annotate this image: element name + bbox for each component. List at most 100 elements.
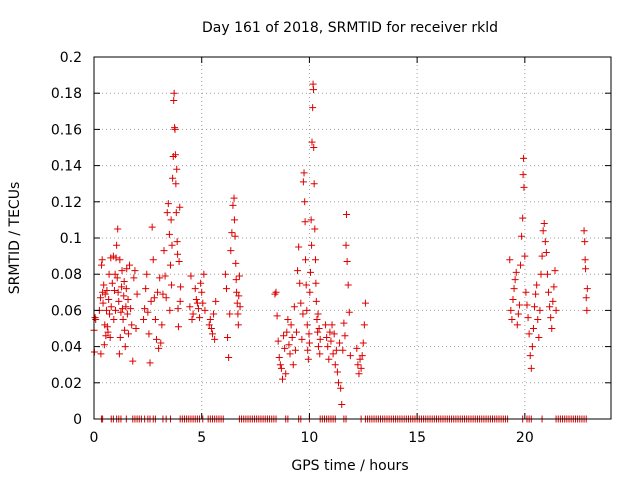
data-point [168, 281, 176, 289]
x-tick-label: 10 [301, 430, 319, 446]
data-point [233, 299, 241, 307]
data-point [230, 194, 238, 202]
data-point [211, 335, 219, 343]
data-point [546, 303, 554, 311]
data-point [114, 288, 122, 296]
data-point [308, 241, 316, 249]
data-point [361, 299, 369, 307]
data-point [159, 290, 167, 298]
tick-marks [93, 56, 611, 420]
data-point [328, 321, 336, 329]
data-point [514, 310, 522, 318]
x-tick-labels: 0 5 10 15 20 [90, 430, 534, 446]
data-point [547, 314, 555, 322]
data-point [536, 306, 544, 314]
data-point [580, 227, 588, 235]
data-point [232, 276, 240, 284]
data-point [282, 370, 290, 378]
data-point [170, 96, 178, 104]
data-point [169, 174, 177, 182]
data-point [196, 314, 204, 322]
data-point [158, 321, 166, 329]
data-point [342, 241, 350, 249]
y-tick-label: 0.16 [51, 122, 82, 138]
data-point [312, 297, 320, 305]
data-point [308, 138, 316, 146]
data-point [275, 353, 283, 361]
data-point [288, 334, 296, 342]
data-point [300, 169, 308, 177]
data-point [225, 353, 233, 361]
data-point [148, 223, 156, 231]
data-point [519, 214, 527, 222]
y-tick-label: 0.14 [51, 159, 82, 175]
data-point [540, 220, 548, 228]
data-point [303, 306, 311, 314]
data-point [340, 319, 348, 327]
data-point [123, 265, 131, 273]
data-point [545, 288, 553, 296]
data-point [278, 375, 286, 383]
data-point [583, 306, 591, 314]
data-point [527, 364, 535, 372]
data-point [235, 272, 243, 280]
data-point [142, 285, 150, 293]
data-point [326, 328, 334, 336]
data-point [517, 261, 525, 269]
data-point [306, 288, 314, 296]
data-point [122, 285, 130, 293]
data-point [583, 285, 591, 293]
data-point [106, 310, 114, 318]
data-point [105, 296, 113, 304]
data-point [507, 306, 515, 314]
data-point [199, 299, 207, 307]
data-point [117, 308, 125, 316]
data-point [523, 301, 531, 309]
gridlines [94, 57, 611, 419]
data-point [311, 256, 319, 264]
y-tick-label: 0.2 [60, 50, 82, 66]
data-point [98, 256, 106, 264]
data-point [302, 256, 310, 264]
data-point [290, 303, 298, 311]
data-point [334, 379, 342, 387]
data-point [174, 305, 182, 313]
data-point [120, 292, 128, 300]
data-point [119, 315, 127, 323]
data-point [330, 330, 338, 338]
data-point [91, 314, 99, 322]
data-point [333, 368, 341, 376]
data-point [126, 261, 134, 269]
data-point [208, 330, 216, 338]
data-point [114, 225, 122, 233]
x-axis-label: GPS time / hours [291, 458, 408, 474]
data-point [128, 321, 136, 329]
data-point [92, 315, 100, 323]
data-point [132, 325, 140, 332]
data-point [542, 248, 550, 256]
data-point [521, 252, 529, 260]
data-point [157, 339, 165, 347]
data-point [342, 210, 350, 218]
data-point [228, 229, 236, 237]
x-tick-label: 15 [408, 430, 426, 446]
data-point [359, 339, 367, 347]
data-point [188, 315, 196, 323]
data-point [113, 241, 121, 249]
data-point [103, 286, 111, 294]
data-point [316, 335, 324, 343]
data-point [221, 270, 229, 278]
data-point [539, 227, 547, 235]
data-point [150, 294, 158, 302]
data-point [120, 277, 128, 285]
data-point [152, 335, 160, 343]
data-point [210, 310, 218, 318]
data-point [531, 303, 539, 311]
data-point [272, 288, 280, 296]
data-point [271, 290, 279, 298]
data-point [276, 361, 284, 369]
data-point [100, 341, 108, 349]
data-point [353, 344, 361, 352]
data-point [112, 254, 120, 262]
